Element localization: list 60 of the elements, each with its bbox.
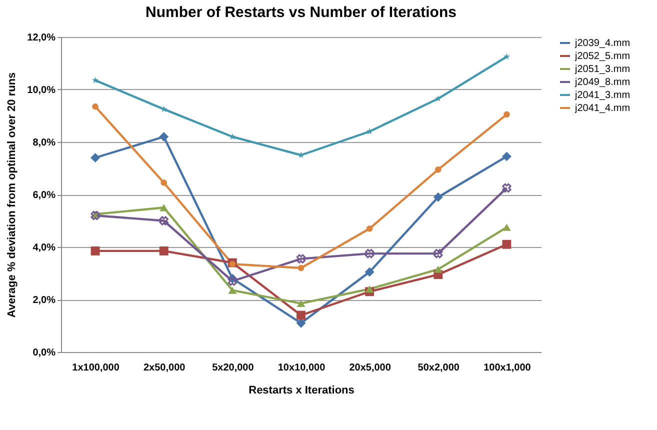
y-tick-label: 2,0% (32, 295, 56, 306)
point (160, 106, 168, 112)
y-tick-label: 10,0% (27, 85, 56, 96)
point (298, 264, 304, 272)
point (228, 276, 238, 286)
y-tick-label: 6,0% (32, 190, 56, 201)
point (160, 180, 168, 186)
x-tick-label: 20x5,000 (349, 362, 392, 374)
point (366, 128, 373, 134)
point (434, 248, 443, 258)
x-axis-title: Restarts x Iterations (248, 384, 354, 396)
point (364, 267, 374, 277)
x-tick-label: 100x1,000 (484, 362, 532, 374)
point (434, 95, 442, 102)
point (503, 53, 510, 60)
point (229, 133, 236, 140)
legend-label: j2041_3.mm (574, 90, 630, 101)
point (502, 152, 512, 162)
point (365, 285, 374, 293)
point (433, 192, 443, 202)
point (159, 216, 168, 226)
point (90, 246, 100, 256)
legend-label: j2052_5.mm (574, 51, 630, 62)
legend-label: j2049_8.mm (574, 77, 630, 88)
x-tick-label: 5x20,000 (212, 362, 254, 374)
chart-title: Number of Restarts vs Number of Iterations (146, 4, 456, 21)
point (90, 210, 100, 220)
y-axis-title: Average % deviation from optimal over 20 runs (6, 72, 18, 318)
y-tick-label: 4,0% (32, 242, 56, 254)
legend-label: j2039_4.mm (574, 38, 630, 49)
y-tick-label: 0,0% (32, 348, 56, 358)
x-tick-label: 50x2,000 (418, 362, 460, 374)
x-tick-label: 1x100,000 (72, 362, 120, 374)
point (366, 225, 373, 232)
point (296, 318, 306, 328)
point (434, 266, 442, 273)
point (159, 246, 168, 256)
x-tick-label: 2x50,000 (144, 362, 186, 374)
point (502, 240, 512, 249)
point (434, 166, 442, 173)
point (92, 103, 98, 110)
y-tick-label: 8,0% (32, 138, 56, 148)
point (90, 153, 100, 162)
y-tick-label: 12,0% (27, 32, 56, 44)
point (159, 132, 169, 142)
point (364, 248, 374, 258)
point (502, 224, 511, 231)
point (92, 76, 99, 84)
point (298, 152, 304, 158)
point (296, 254, 306, 264)
point (229, 260, 236, 268)
point (160, 204, 168, 212)
legend-label: j2051_3.mm (574, 64, 630, 75)
point (296, 300, 306, 308)
x-tick-label: 10x10,000 (278, 362, 326, 374)
legend-label: j2041_4.mm (574, 103, 630, 114)
point (228, 286, 237, 294)
point (296, 310, 306, 320)
point (502, 183, 512, 193)
point (504, 111, 510, 118)
